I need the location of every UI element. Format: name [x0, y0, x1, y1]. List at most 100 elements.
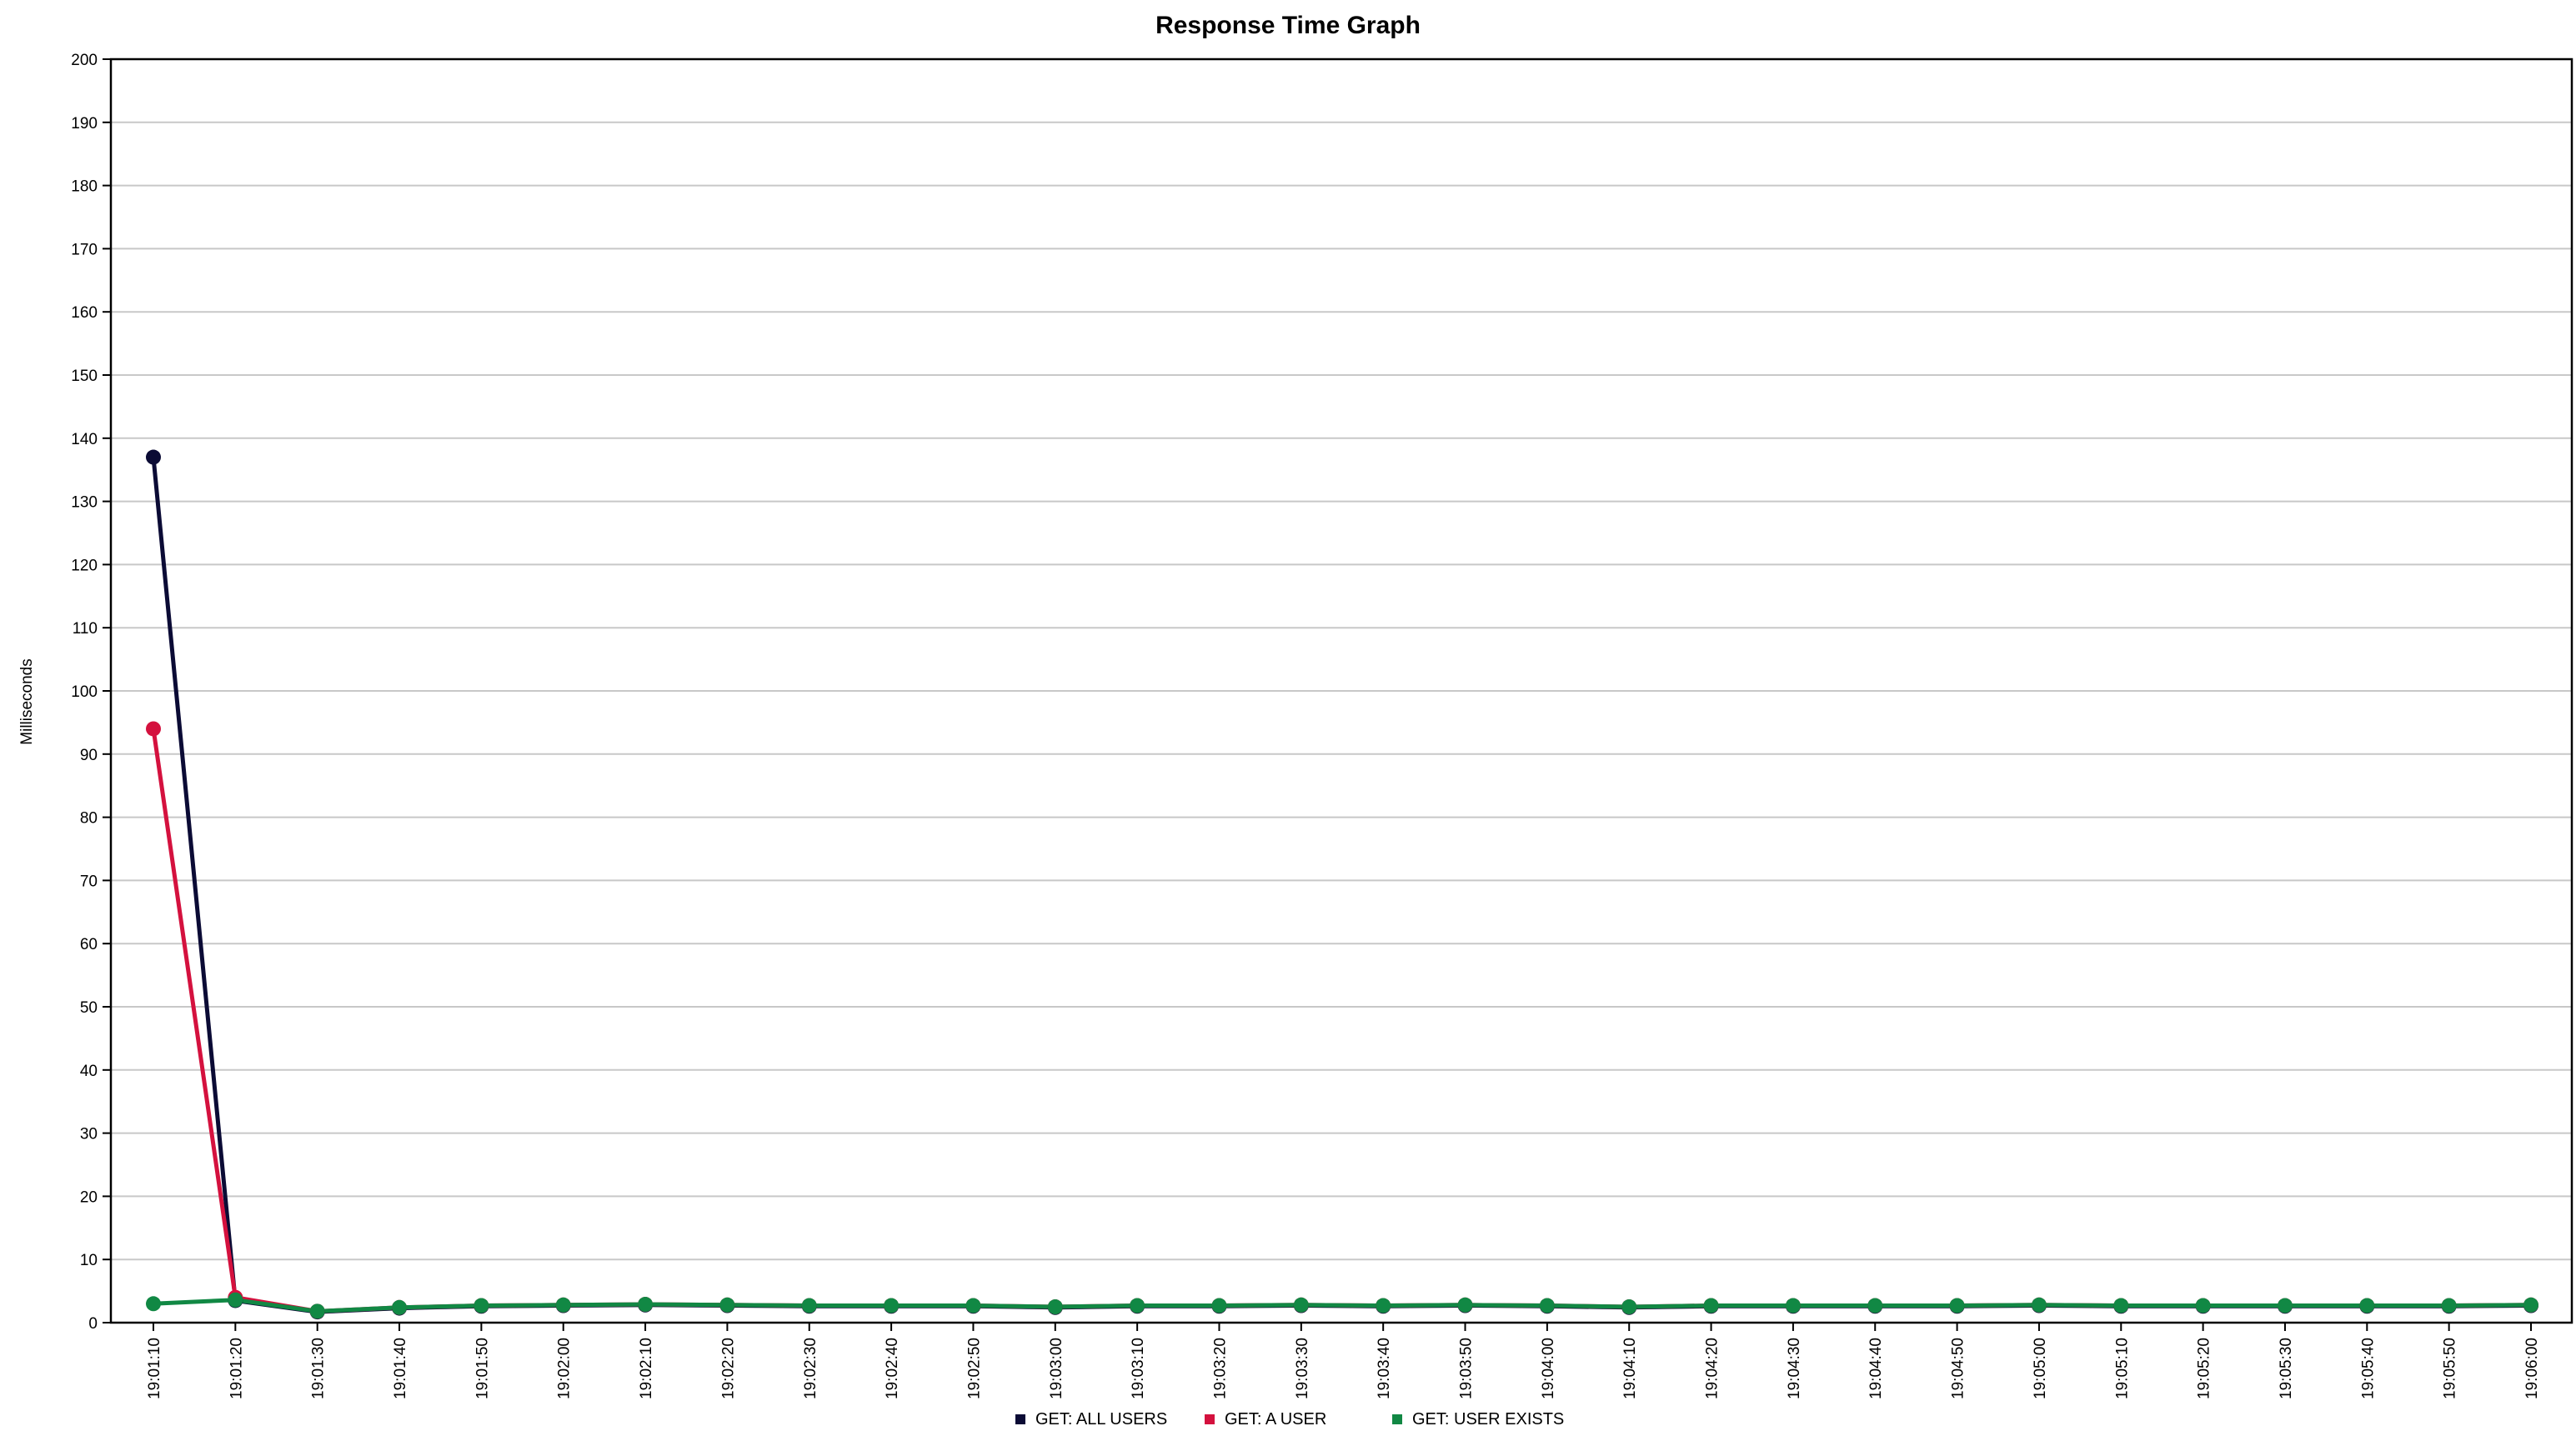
y-tick-label: 90 [80, 747, 98, 764]
x-tick-label: 19:03:30 [1294, 1338, 1311, 1399]
x-tick-label: 19:01:10 [146, 1338, 163, 1399]
y-tick-label: 40 [80, 1063, 98, 1080]
x-tick-label: 19:06:00 [2523, 1338, 2541, 1399]
x-tick-label: 19:04:10 [1621, 1338, 1639, 1399]
legend-swatch [1015, 1414, 1025, 1424]
data-point [309, 1303, 325, 1319]
y-tick-label: 110 [73, 620, 98, 638]
data-point [2113, 1298, 2129, 1313]
legend-swatch [1392, 1414, 1402, 1424]
x-tick-label: 19:04:20 [1704, 1338, 1722, 1399]
y-tick-label: 60 [80, 936, 98, 953]
x-tick-label: 19:04:40 [1867, 1338, 1885, 1399]
x-tick-label: 19:05:40 [2359, 1338, 2377, 1399]
data-point [2441, 1298, 2457, 1313]
data-point [474, 1298, 489, 1313]
series-lines [151, 455, 2533, 1314]
y-tick-label: 200 [71, 52, 98, 69]
data-point [1703, 1298, 1719, 1313]
y-axis-ticks: 0 10 20 30 40 50 60 70 80 90 100 110 120 130 140 150 160… [71, 52, 111, 1333]
data-point [719, 1297, 735, 1313]
chart-title: Response Time Graph [1155, 12, 1421, 39]
x-tick-label: 19:02:40 [884, 1338, 901, 1399]
grid-lines [111, 121, 2572, 1261]
y-tick-label: 120 [71, 557, 98, 574]
x-tick-label: 19:01:40 [392, 1338, 409, 1399]
data-point [638, 1297, 654, 1313]
data-point [392, 1299, 408, 1315]
legend-swatch [1205, 1414, 1215, 1424]
x-tick-label: 19:05:50 [2442, 1338, 2459, 1399]
x-tick-label: 19:01:30 [310, 1338, 328, 1399]
x-tick-label: 19:03:50 [1458, 1338, 1476, 1399]
x-tick-label: 19:02:30 [802, 1338, 819, 1399]
series-line [151, 1298, 2533, 1313]
y-tick-label: 130 [71, 494, 98, 512]
x-tick-label: 19:05:20 [2196, 1338, 2213, 1399]
y-tick-label: 150 [71, 368, 98, 385]
data-point [2277, 1298, 2293, 1313]
data-point [1949, 1298, 1965, 1313]
x-tick-label: 19:03:20 [1211, 1338, 1229, 1399]
series-line [151, 455, 2533, 1314]
data-point [1376, 1298, 1391, 1313]
data-point [1867, 1298, 1883, 1313]
series-line [151, 727, 2533, 1313]
y-tick-label: 10 [80, 1252, 98, 1269]
legend-label: GET: A USER [1225, 1410, 1326, 1428]
x-tick-label: 19:03:00 [1048, 1338, 1065, 1399]
y-tick-label: 190 [71, 115, 98, 133]
data-point [1047, 1299, 1063, 1315]
y-axis-label: Milliseconds [18, 658, 36, 744]
data-point [228, 1292, 243, 1308]
data-point [1457, 1297, 1473, 1313]
legend-label: GET: USER EXISTS [1412, 1410, 1564, 1428]
y-tick-label: 30 [80, 1126, 98, 1143]
x-tick-label: 19:05:30 [2278, 1338, 2295, 1399]
x-tick-label: 19:05:10 [2113, 1338, 2131, 1399]
x-tick-label: 19:04:00 [1540, 1338, 1557, 1399]
x-tick-label: 19:02:50 [965, 1338, 983, 1399]
legend-label: GET: ALL USERS [1035, 1410, 1167, 1428]
data-point [146, 449, 161, 465]
data-point [965, 1298, 981, 1313]
y-tick-label: 100 [71, 683, 98, 701]
y-tick-label: 180 [71, 178, 98, 196]
legend: GET: ALL USERS GET: A USER GET: USER EXIST… [1015, 1410, 1564, 1428]
y-tick-label: 160 [71, 304, 98, 322]
data-point [1293, 1297, 1309, 1313]
y-tick-label: 140 [71, 431, 98, 448]
x-axis-ticks: 19:01:10 19:01:20 19:01:30 19:01:40 19:01:50… [146, 1323, 2541, 1399]
data-point [2523, 1297, 2538, 1313]
data-point [555, 1297, 571, 1313]
y-tick-label: 80 [80, 810, 98, 828]
y-tick-label: 20 [80, 1188, 98, 1206]
data-points [146, 449, 2538, 1320]
y-tick-label: 170 [71, 241, 98, 258]
x-tick-label: 19:03:40 [1376, 1338, 1393, 1399]
x-tick-label: 19:02:10 [638, 1338, 655, 1399]
x-tick-label: 19:01:20 [228, 1338, 245, 1399]
data-point [146, 721, 161, 737]
data-point [2031, 1297, 2047, 1313]
x-tick-label: 19:02:00 [556, 1338, 574, 1399]
y-tick-label: 70 [80, 873, 98, 890]
data-point [1785, 1298, 1801, 1313]
data-point [2359, 1298, 2375, 1313]
data-point [884, 1298, 900, 1313]
x-tick-label: 19:03:10 [1130, 1338, 1147, 1399]
y-tick-label: 0 [88, 1315, 98, 1333]
data-point [146, 1296, 161, 1312]
data-point [1211, 1298, 1227, 1313]
y-tick-label: 50 [80, 999, 98, 1017]
x-tick-label: 19:01:50 [474, 1338, 491, 1399]
x-tick-label: 19:04:50 [1950, 1338, 1967, 1399]
data-point [1130, 1298, 1145, 1313]
data-point [1621, 1299, 1637, 1315]
x-tick-label: 19:04:30 [1786, 1338, 1803, 1399]
x-tick-label: 19:02:20 [719, 1338, 737, 1399]
data-point [801, 1298, 817, 1313]
data-point [1539, 1298, 1555, 1313]
